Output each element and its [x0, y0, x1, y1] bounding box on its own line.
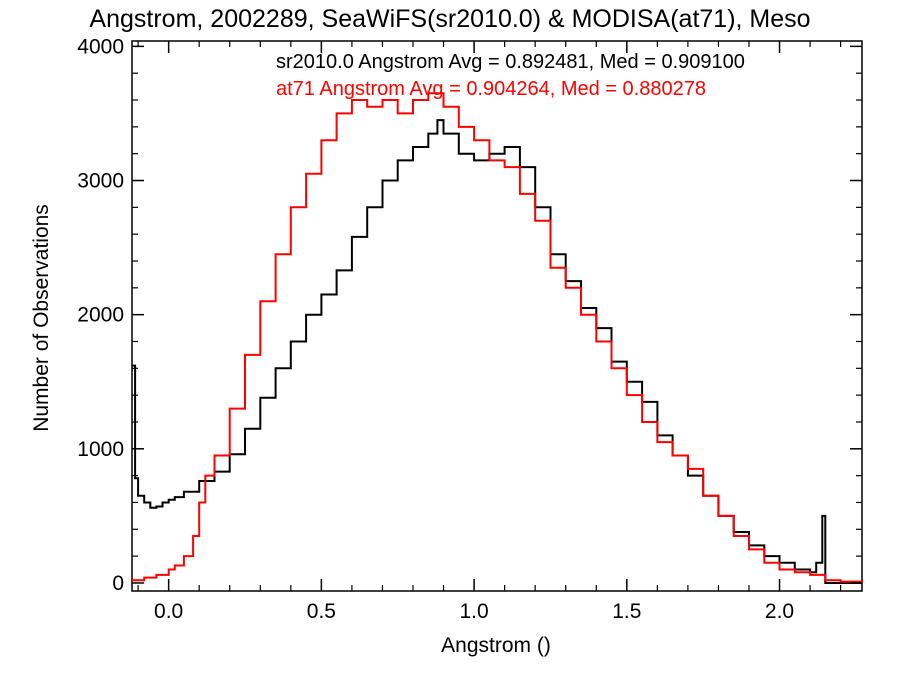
y-tick-label: 4000 — [77, 35, 124, 58]
x-tick-label: 0.5 — [307, 600, 336, 623]
x-axis-label: Angstrom () — [441, 634, 551, 657]
x-tick-label: 1.0 — [459, 600, 488, 623]
y-tick-label: 1000 — [77, 438, 124, 461]
series-line-0 — [132, 119, 862, 584]
series-line-1 — [132, 92, 863, 583]
axes-layer: 0.0 0.5 1.0 1.5 2.0 0 1000 2000 3000 4000 — [77, 35, 862, 623]
annotation-layer: sr2010.0 Angstrom Avg = 0.892481, Med = … — [276, 51, 745, 100]
plot-frame — [131, 40, 863, 592]
chart-title: Angstrom, 2002289, SeaWiFS(sr2010.0) & M… — [89, 5, 810, 33]
y-tick-label: 2000 — [77, 304, 124, 327]
x-tick-label: 1.5 — [612, 600, 641, 623]
y-tick-label: 0 — [112, 572, 124, 595]
series-layer — [132, 92, 863, 584]
stats-annotation-1: at71 Angstrom Avg = 0.904264, Med = 0.88… — [276, 78, 706, 100]
x-tick-label: 0.0 — [154, 600, 183, 623]
stats-annotation-0: sr2010.0 Angstrom Avg = 0.892481, Med = … — [276, 51, 745, 73]
y-tick-label: 3000 — [77, 170, 124, 193]
x-tick-label: 2.0 — [765, 600, 794, 623]
y-axis-label: Number of Observations — [30, 204, 53, 432]
plot-area — [131, 40, 863, 592]
